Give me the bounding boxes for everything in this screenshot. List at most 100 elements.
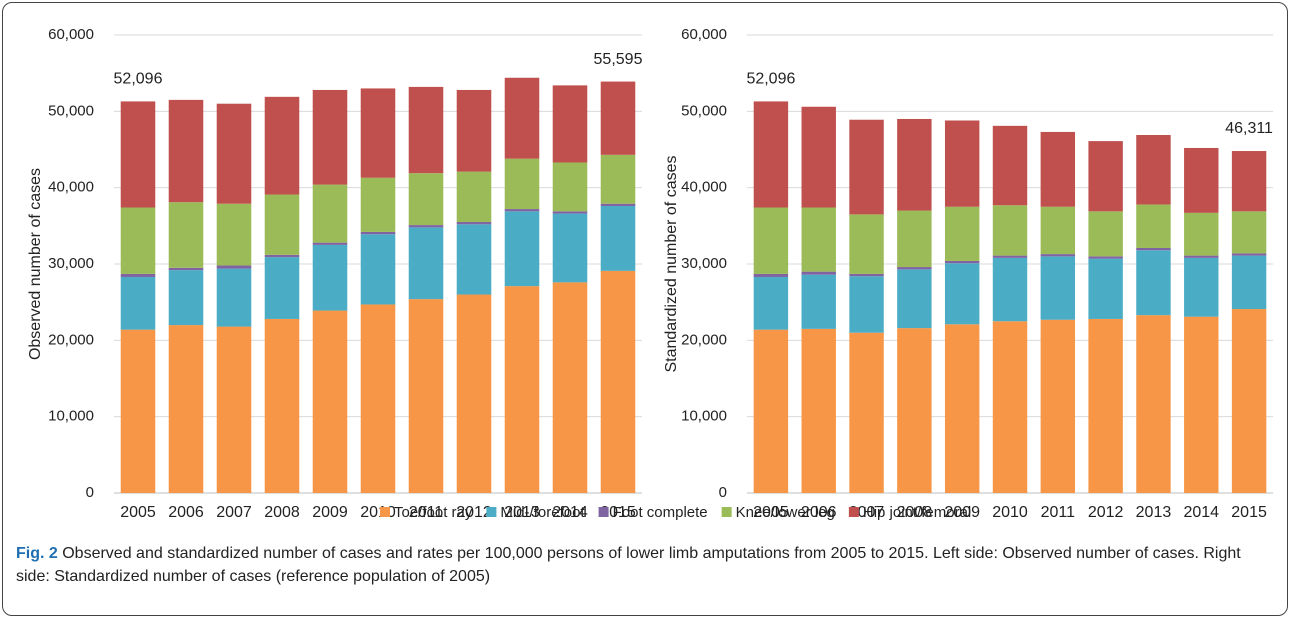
y-tick-label: 40,000 <box>48 179 94 196</box>
bar-segment <box>753 101 789 208</box>
bar-segment <box>600 81 636 155</box>
bar-segment <box>992 321 1028 493</box>
bar-segment <box>456 222 492 225</box>
bar-segment <box>216 103 252 204</box>
bar-segment <box>992 257 1028 322</box>
y-tick-label: 10,000 <box>48 408 94 425</box>
bar-segment <box>801 271 836 275</box>
bar-segment <box>264 194 300 255</box>
legend-swatch <box>598 507 609 517</box>
y-tick-label: 0 <box>86 484 94 501</box>
bar-segment <box>264 318 300 493</box>
bar-segment <box>944 260 980 264</box>
bar-segment <box>120 101 156 208</box>
x-tick-label: 2014 <box>552 504 588 521</box>
legend-label: Foot complete <box>613 504 708 521</box>
bar-segment <box>753 276 789 330</box>
bar-segment <box>360 231 396 235</box>
bar-segment <box>801 274 836 329</box>
y-tick-label: 10,000 <box>681 408 727 425</box>
bar-segment <box>552 85 588 163</box>
bar-segment <box>552 282 588 493</box>
bar-segment <box>801 106 836 208</box>
bar-segment <box>849 119 884 215</box>
bar-segment <box>408 173 444 226</box>
x-tick-label: 2009 <box>944 504 980 521</box>
bar-segment <box>408 225 444 228</box>
bar-segment <box>1184 316 1219 493</box>
bar-segment <box>408 299 444 493</box>
bar-segment <box>264 257 300 319</box>
bar-segment <box>456 89 492 172</box>
x-tick-label: 2005 <box>753 504 789 521</box>
bar-segment <box>216 268 252 327</box>
legend-label: Toe/foot ray <box>394 504 473 521</box>
bar-segment <box>312 89 348 185</box>
bar-segment <box>600 203 636 206</box>
bar-segment <box>753 273 789 277</box>
y-tick-label: 20,000 <box>48 331 94 348</box>
bar-segment <box>992 205 1028 256</box>
bar-segment <box>456 171 492 223</box>
bar-segment <box>408 227 444 300</box>
legend-swatch <box>848 507 859 517</box>
bar-segment <box>120 329 156 493</box>
bar-segment <box>849 276 884 333</box>
bar-segment <box>1136 315 1171 493</box>
caption-text: Observed and standardized number of case… <box>16 545 1241 585</box>
bar-segment <box>360 304 396 493</box>
bar-segment <box>264 96 300 195</box>
bar-segment <box>1231 211 1267 254</box>
bar-segment <box>168 325 204 493</box>
bar-segment <box>897 269 932 329</box>
x-tick-label: 2010 <box>992 504 1028 521</box>
bar-segment <box>216 326 252 493</box>
x-tick-label: 2011 <box>409 504 444 521</box>
bar-segment <box>456 294 492 493</box>
bar-segment <box>849 332 884 493</box>
bar-segment <box>1184 255 1219 258</box>
bar-segment <box>1088 256 1123 259</box>
bar-segment <box>801 328 836 493</box>
bar-segment <box>600 270 636 493</box>
chart: 0 10,000 20,000 30,000 40,000 50,000 60,000 Obs… <box>27 26 1273 521</box>
bar-segment <box>1088 318 1123 493</box>
x-tick-label: 2006 <box>168 504 204 521</box>
bar-segment <box>264 254 300 258</box>
x-tick-label: 2013 <box>1136 504 1172 521</box>
bar-segment <box>312 184 348 243</box>
y-tick-label: 40,000 <box>681 179 727 196</box>
bar-segment <box>1040 256 1076 320</box>
bar-segment <box>168 99 204 203</box>
bar-segment <box>1040 254 1076 257</box>
x-tick-label: 2014 <box>1183 504 1219 521</box>
x-tick-label: 2010 <box>360 504 396 521</box>
x-tick-label: 2005 <box>120 504 156 521</box>
bar-segment <box>552 211 588 214</box>
y-tick-label: 0 <box>719 484 727 501</box>
y-tick-label: 30,000 <box>48 255 94 272</box>
y-tick-label: 60,000 <box>681 26 727 43</box>
bar-segment <box>1040 319 1076 493</box>
bar-segment <box>897 267 932 270</box>
bar-segment <box>1088 211 1123 257</box>
y-tick-label: 50,000 <box>48 102 94 119</box>
bar-segment <box>1231 255 1267 310</box>
bar-segment <box>1231 253 1267 256</box>
bar-segment <box>456 224 492 295</box>
bar-segment <box>600 205 636 271</box>
bar-segment <box>897 210 932 268</box>
bar-segment <box>504 211 540 287</box>
bar-segment <box>600 154 636 204</box>
bar-segment <box>168 270 204 326</box>
legend-swatch <box>486 507 497 517</box>
bar-segment <box>168 202 204 268</box>
caption: Fig. 2 Observed and standardized number … <box>16 542 1276 588</box>
bar-segment <box>801 207 836 272</box>
x-tick-label: 2008 <box>264 504 300 521</box>
bar-segment <box>408 86 444 174</box>
caption-label: Fig. 2 <box>16 545 58 562</box>
bar-segment <box>504 286 540 493</box>
bar-segment <box>1184 147 1219 213</box>
bar-segment <box>944 206 980 261</box>
